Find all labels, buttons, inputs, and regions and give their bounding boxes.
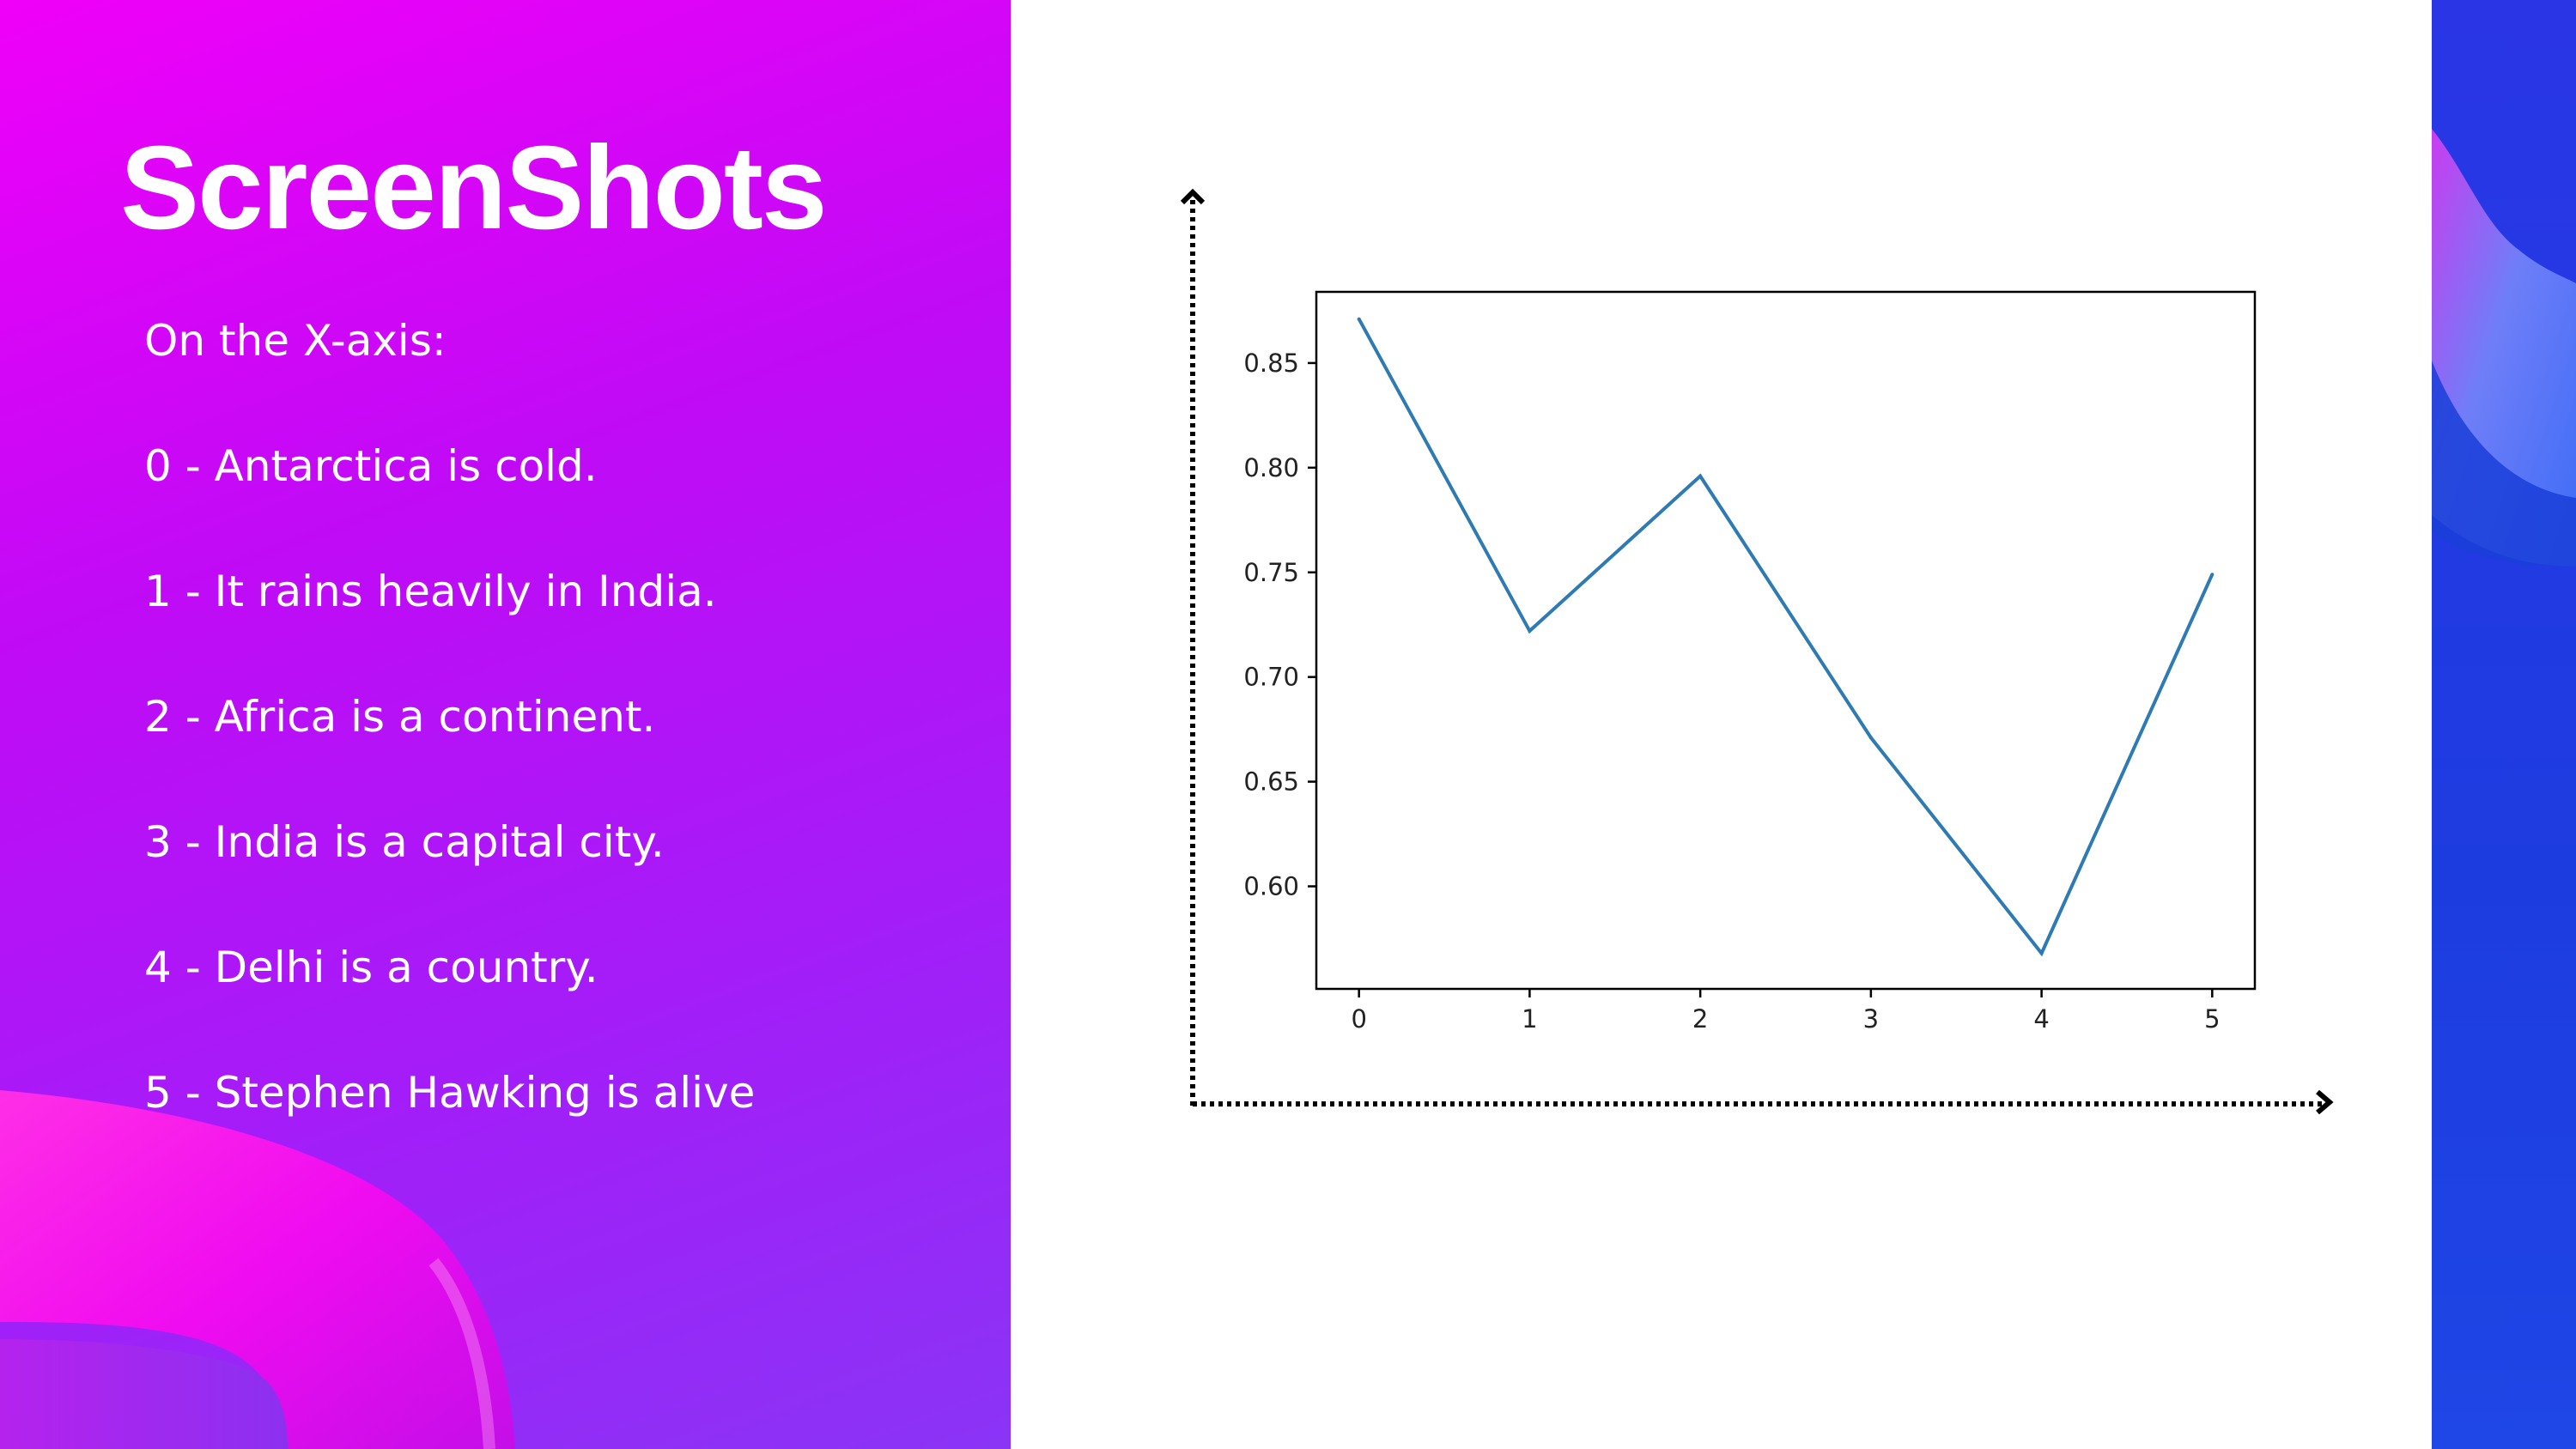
x-axis-arrow-icon xyxy=(2316,1089,2334,1115)
data-point xyxy=(1528,629,1532,634)
chart-screenshot: 0.60 0.65 0.70 0.75 0.80 0.85 0 1 2 3 4 5 xyxy=(1011,0,2432,1449)
legend-item: 0 - Antarctica is cold. xyxy=(144,441,598,491)
x-axis-legend: On the X-axis: 0 - Antarctica is cold. 1… xyxy=(144,309,986,1186)
series-line xyxy=(1357,318,2215,957)
slide-title: ScreenShots xyxy=(120,122,828,254)
data-point xyxy=(2039,951,2044,955)
x-tick-label: 1 xyxy=(1522,1004,1537,1034)
y-tick-label: 0.85 xyxy=(1243,349,1299,378)
x-tick-label: 2 xyxy=(1692,1004,1708,1034)
x-tick-label: 4 xyxy=(2033,1004,2049,1034)
data-point xyxy=(1868,736,1873,740)
legend-item: 4 - Delhi is a country. xyxy=(144,943,598,992)
legend-item: 2 - Africa is a continent. xyxy=(144,692,656,742)
data-point xyxy=(1698,474,1703,478)
legend-item: 5 - Stephen Hawking is alive xyxy=(144,1068,756,1118)
y-ticks: 0.60 0.65 0.70 0.75 0.80 0.85 xyxy=(1243,349,1316,901)
legend-item: 3 - India is a capital city. xyxy=(144,817,665,867)
plot-frame xyxy=(1315,290,2257,991)
y-tick-label: 0.65 xyxy=(1243,767,1299,797)
y-tick-label: 0.60 xyxy=(1243,872,1299,901)
line-chart: 0.60 0.65 0.70 0.75 0.80 0.85 0 1 2 3 4 5 xyxy=(1180,188,2334,1115)
decorative-shape xyxy=(2432,129,2576,567)
title-panel: ScreenShots On the X-axis: 0 - Antarctic… xyxy=(0,0,1011,1449)
x-tick-label: 5 xyxy=(2204,1004,2220,1034)
accent-panel xyxy=(2432,0,2576,1449)
x-ticks: 0 1 2 3 4 5 xyxy=(1351,989,2221,1034)
decorative-wave xyxy=(0,1090,515,1449)
x-tick-label: 0 xyxy=(1351,1004,1366,1034)
y-axis-arrow-icon xyxy=(1180,188,1206,205)
y-tick-label: 0.80 xyxy=(1243,453,1299,482)
x-tick-label: 3 xyxy=(1863,1004,1879,1034)
y-tick-label: 0.75 xyxy=(1243,558,1299,587)
legend-heading: On the X-axis: xyxy=(144,316,447,366)
data-point xyxy=(2210,573,2215,577)
legend-item: 1 - It rains heavily in India. xyxy=(144,567,717,616)
y-tick-label: 0.70 xyxy=(1243,663,1299,692)
data-points xyxy=(1357,317,2215,955)
data-point xyxy=(1357,317,1361,321)
